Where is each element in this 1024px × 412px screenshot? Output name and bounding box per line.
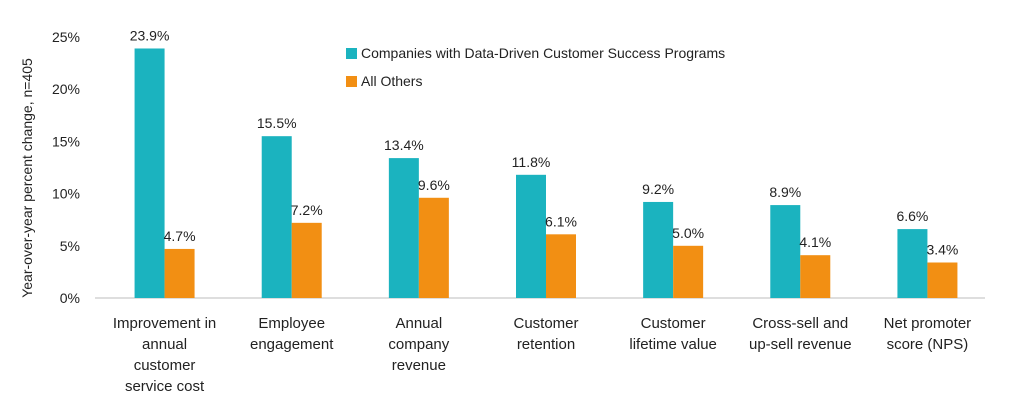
category-label: Employee engagement bbox=[250, 315, 334, 353]
data-label: 23.9% bbox=[130, 27, 170, 43]
data-label: 15.5% bbox=[257, 115, 297, 131]
data-label: 5.0% bbox=[672, 225, 704, 241]
category-label: Net promoter score (NPS) bbox=[884, 315, 972, 353]
y-axis-label: Year-over-year percent change, n=405 bbox=[19, 58, 35, 298]
y-tick-label: 10% bbox=[52, 186, 80, 202]
bar-all-others bbox=[546, 234, 576, 298]
data-label: 6.6% bbox=[896, 208, 928, 224]
bar-all-others bbox=[418, 197, 449, 298]
data-label: 9.6% bbox=[418, 177, 450, 193]
bar-data-driven bbox=[516, 174, 546, 298]
data-label: 8.9% bbox=[769, 184, 801, 200]
bars bbox=[134, 48, 958, 298]
bar-all-others bbox=[291, 222, 322, 298]
data-label: 7.2% bbox=[291, 202, 323, 218]
bar-data-driven bbox=[897, 229, 928, 298]
category-label: Customer lifetime value bbox=[629, 315, 717, 353]
legend-swatch bbox=[346, 48, 357, 59]
bar-all-others bbox=[164, 248, 195, 298]
legend-label: All Others bbox=[361, 73, 422, 89]
y-tick-label: 15% bbox=[52, 133, 80, 149]
bar-data-driven bbox=[261, 136, 292, 298]
data-label: 3.4% bbox=[926, 242, 958, 258]
category-label: Cross-sell and up-sell revenue bbox=[749, 315, 852, 353]
data-label: 13.4% bbox=[384, 137, 424, 153]
bar-all-others bbox=[927, 262, 958, 298]
data-label: 11.8% bbox=[512, 154, 551, 170]
y-tick-label: 5% bbox=[60, 238, 80, 254]
bar-all-others bbox=[673, 245, 704, 298]
bar-all-others bbox=[800, 255, 831, 298]
bar-data-driven bbox=[770, 205, 801, 298]
category-label: Annual company revenue bbox=[388, 315, 449, 374]
legend-swatch bbox=[346, 76, 357, 87]
y-tick-label: 20% bbox=[52, 81, 80, 97]
category-label: Improvement in annual customer service cost bbox=[113, 315, 216, 395]
data-label: 9.2% bbox=[642, 181, 674, 197]
category-labels: Improvement in annual customer service cost… bbox=[113, 315, 971, 395]
data-label: 6.1% bbox=[545, 213, 577, 229]
data-label: 4.7% bbox=[164, 228, 196, 244]
category-label: Customer retention bbox=[513, 315, 578, 353]
bar-data-driven bbox=[134, 48, 165, 298]
y-tick-label: 0% bbox=[60, 290, 80, 306]
y-axis: 0% 5% 10% 15% 20% 25% bbox=[52, 29, 985, 306]
bar-data-driven bbox=[643, 201, 674, 298]
bar-data-driven bbox=[388, 158, 419, 298]
data-labels: 23.9% 4.7% 15.5% 7.2% 13.4% 9.6% 11.8% 6.1% 9.2%… bbox=[130, 27, 959, 257]
legend-label: Companies with Data-Driven Customer Succ… bbox=[361, 45, 725, 61]
legend: Companies with Data-Driven Customer Succ… bbox=[346, 45, 725, 89]
data-label: 4.1% bbox=[799, 234, 831, 250]
y-tick-label: 25% bbox=[52, 29, 80, 45]
